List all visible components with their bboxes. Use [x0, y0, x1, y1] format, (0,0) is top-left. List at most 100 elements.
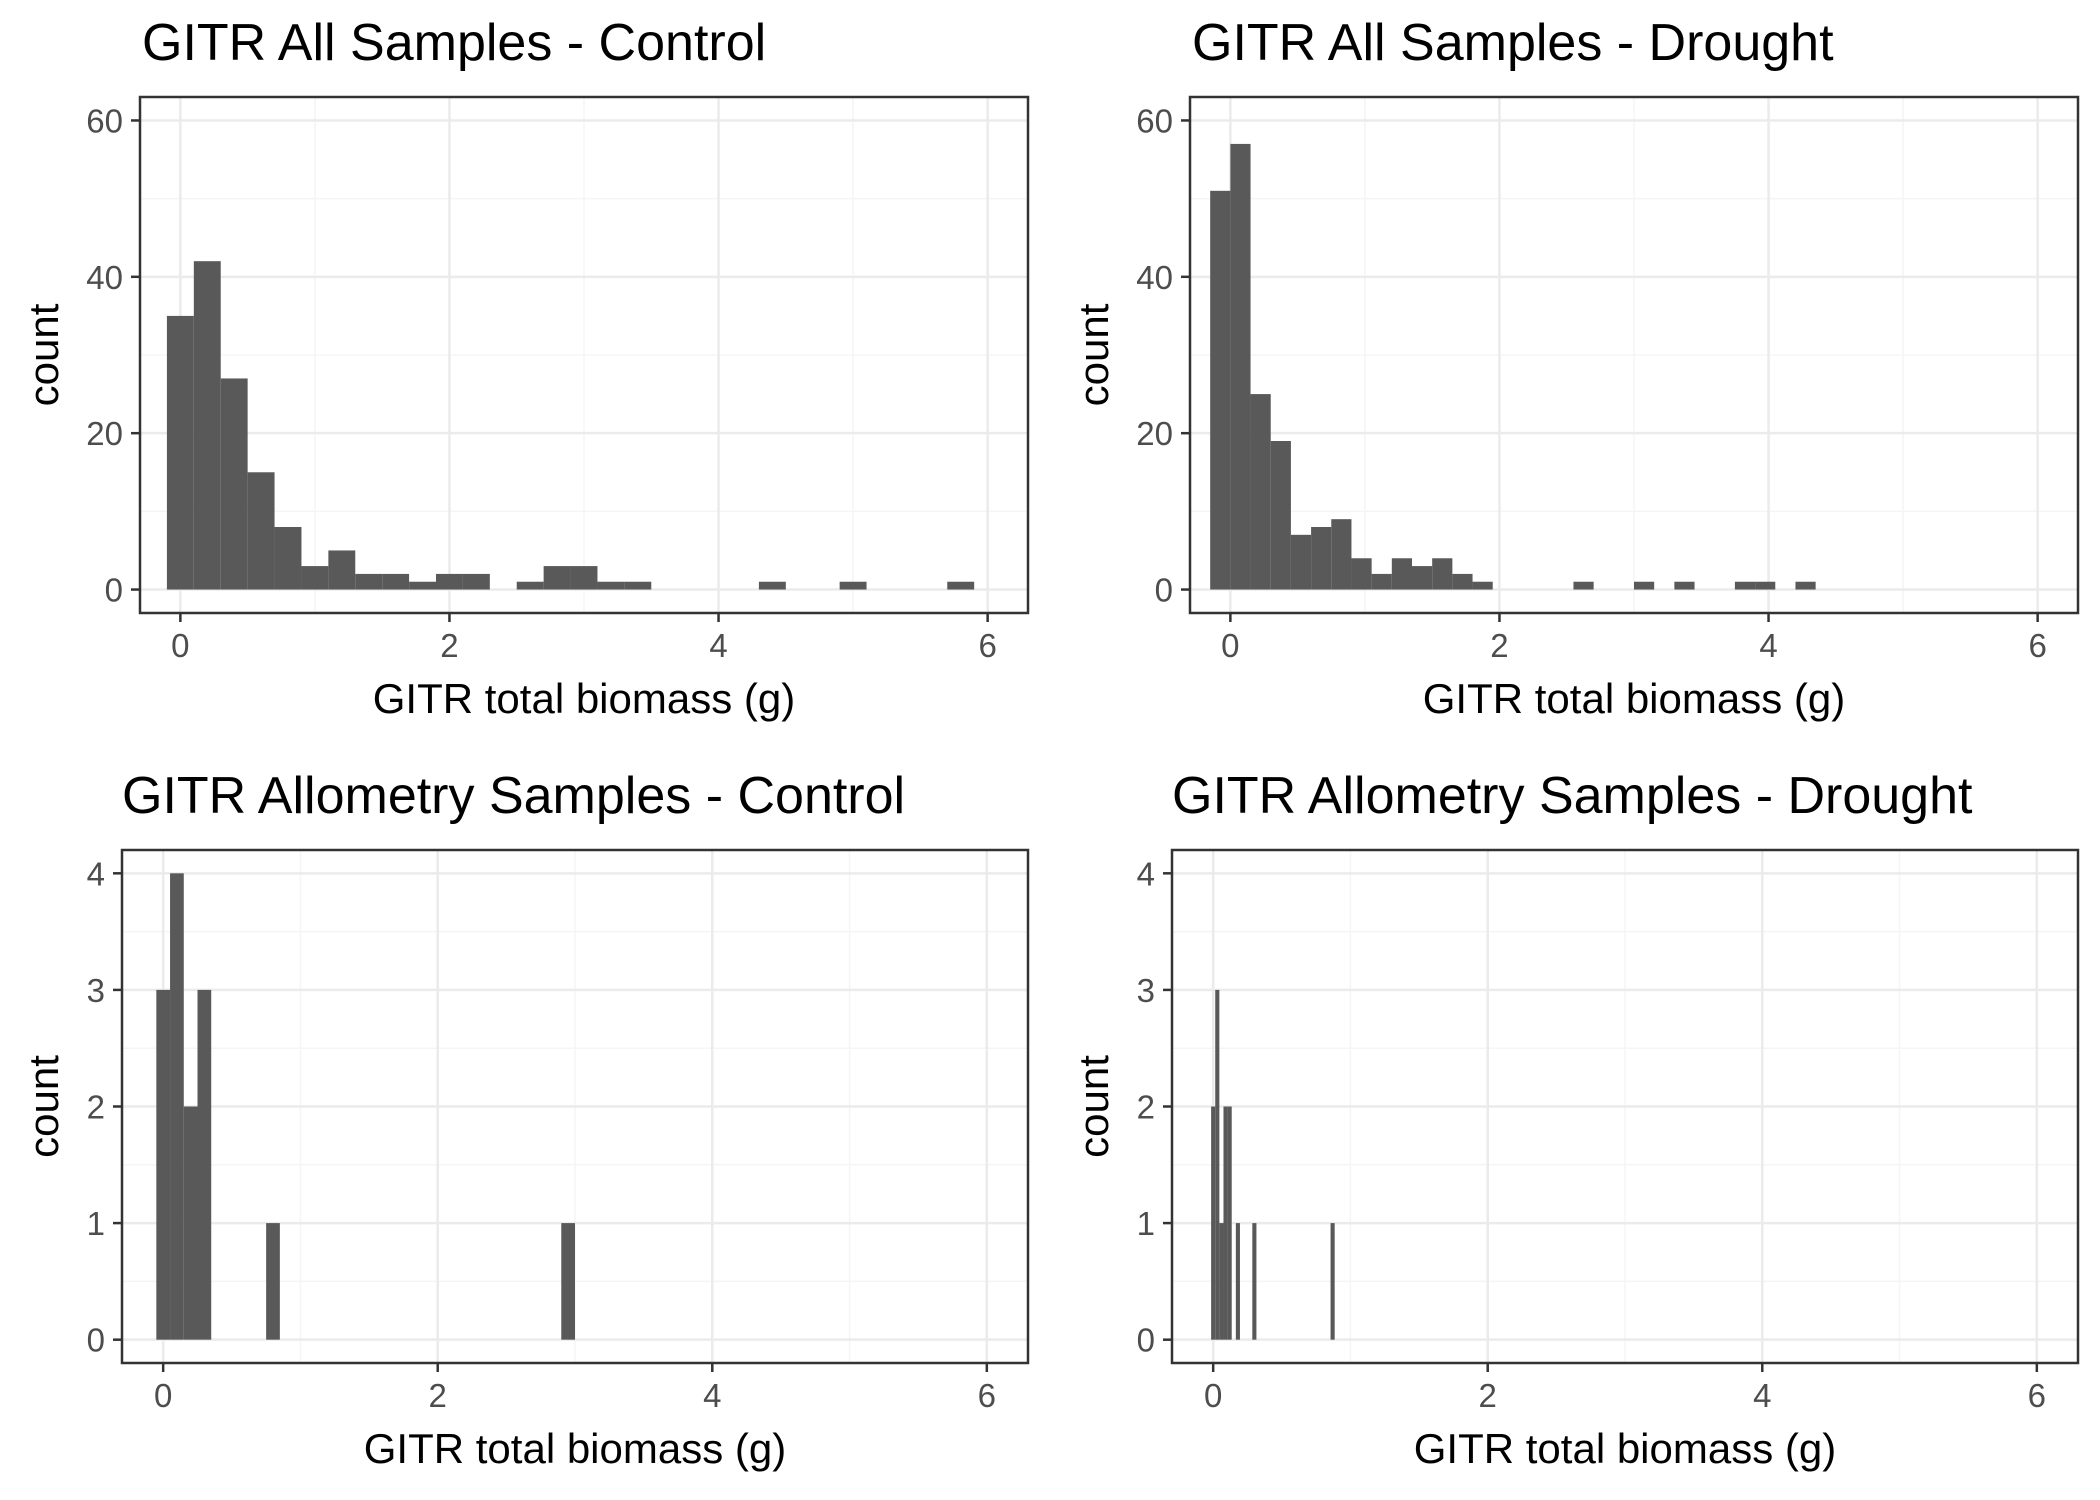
histogram-bar: [1452, 573, 1473, 590]
histogram-bar: [166, 315, 194, 590]
y-tick-label: 2: [87, 1089, 105, 1126]
histogram-bar: [1290, 534, 1312, 590]
y-tick-label: 0: [87, 1322, 105, 1359]
y-axis-label: count: [20, 303, 67, 406]
histogram-bar: [1252, 1223, 1257, 1340]
x-axis-label: GITR total biomass (g): [364, 1425, 786, 1472]
y-tick-label: 1: [87, 1205, 105, 1242]
y-tick-label: 20: [86, 415, 123, 452]
y-tick-label: 2: [1137, 1089, 1155, 1126]
y-tick-label: 3: [1137, 972, 1155, 1009]
x-tick-label: 6: [2028, 627, 2046, 664]
y-tick-label: 40: [86, 259, 123, 296]
histogram-bar: [266, 1223, 280, 1340]
histogram-bar: [1734, 581, 1756, 590]
chart-title: GITR All Samples - Drought: [1192, 14, 1834, 72]
plot-border: [138, 95, 1030, 615]
histogram-bar: [1795, 581, 1816, 590]
histogram-bar: [570, 566, 598, 590]
chart-title: GITR Allometry Samples - Drought: [1172, 767, 1973, 825]
y-tick-label: 0: [105, 572, 123, 609]
y-tick-label: 40: [1136, 259, 1173, 296]
x-tick-label: 4: [703, 1377, 721, 1414]
x-tick-label: 2: [1479, 1377, 1497, 1414]
chart-title: GITR All Samples - Control: [142, 14, 766, 72]
histogram-bar: [947, 581, 975, 590]
histogram-bar: [1210, 190, 1231, 590]
histogram-bar: [1330, 1223, 1335, 1340]
panel-allometry-drought: GITR Allometry Samples - Drought 0 2 4 6 0 1 2 3…: [1070, 767, 2080, 1472]
histogram-bar: [1432, 558, 1453, 590]
histogram-bar: [436, 573, 463, 590]
histogram-bar: [197, 989, 212, 1340]
y-tick-label: 60: [86, 102, 123, 139]
histogram-bar: [462, 573, 490, 590]
x-tick-label: 6: [978, 627, 996, 664]
histogram-bar: [1270, 441, 1291, 590]
chart-title: GITR Allometry Samples - Control: [122, 767, 905, 825]
x-tick-label: 2: [440, 627, 458, 664]
histogram-bar: [328, 550, 356, 590]
histogram-bar: [1250, 394, 1271, 590]
histogram-bar: [1219, 1223, 1224, 1340]
x-tick-label: 0: [171, 627, 189, 664]
x-axis-label: GITR total biomass (g): [1414, 1425, 1836, 1472]
x-tick-label: 4: [709, 627, 727, 664]
x-tick-label: 0: [1221, 627, 1239, 664]
y-tick-label: 0: [1155, 572, 1173, 609]
histogram-bar: [1331, 519, 1352, 590]
y-tick-label: 60: [1136, 102, 1173, 139]
histogram-bar: [274, 527, 302, 590]
histogram-bar: [839, 581, 867, 590]
histogram-bar: [156, 989, 171, 1340]
histogram-bar: [301, 566, 329, 590]
histogram-bar: [1235, 1223, 1240, 1340]
histogram-bar: [193, 261, 221, 590]
y-axis-label: count: [20, 1055, 67, 1158]
plot-border: [1188, 95, 2080, 615]
histogram-bar: [1472, 581, 1493, 590]
histogram-bar: [170, 873, 184, 1340]
histogram-bar: [1311, 527, 1332, 590]
y-tick-label: 3: [87, 972, 105, 1009]
histogram-bar: [1223, 1106, 1228, 1340]
histogram-bar: [1351, 558, 1372, 590]
y-tick-label: 4: [1137, 855, 1155, 892]
histogram-bar: [1215, 989, 1220, 1340]
histogram-bar: [220, 378, 248, 590]
histogram-bar: [1412, 566, 1433, 590]
histogram-bar: [1211, 1106, 1216, 1340]
x-tick-label: 0: [154, 1377, 172, 1414]
histogram-bar: [1634, 581, 1655, 590]
histogram-bar: [382, 573, 410, 590]
histogram-bar: [758, 581, 786, 590]
y-tick-label: 0: [1137, 1322, 1155, 1359]
y-tick-label: 1: [1137, 1205, 1155, 1242]
y-tick-label: 4: [87, 855, 105, 892]
x-tick-label: 6: [978, 1377, 996, 1414]
histogram-bar: [1391, 558, 1412, 590]
histogram-bar: [561, 1223, 575, 1340]
histogram-bar: [1573, 581, 1594, 590]
histogram-bar: [624, 581, 652, 590]
y-axis-label: count: [1070, 303, 1117, 406]
histogram-bar: [355, 573, 383, 590]
histogram-bar: [543, 566, 571, 590]
histogram-bar: [1230, 143, 1251, 590]
x-tick-label: 2: [1490, 627, 1508, 664]
histogram-bar: [1674, 581, 1695, 590]
histogram-bar: [1755, 581, 1776, 590]
x-tick-label: 6: [2028, 1377, 2046, 1414]
histogram-bar: [183, 1106, 198, 1340]
x-axis-label: GITR total biomass (g): [373, 675, 795, 722]
histogram-bar: [516, 581, 544, 590]
histogram-bar: [1227, 1106, 1232, 1340]
histogram-bar: [409, 581, 436, 590]
y-tick-label: 20: [1136, 415, 1173, 452]
histogram-bar: [247, 472, 275, 590]
x-tick-label: 2: [429, 1377, 447, 1414]
panel-allometry-control: GITR Allometry Samples - Control 0 2 4 6 0 1 2 3…: [20, 767, 1030, 1472]
